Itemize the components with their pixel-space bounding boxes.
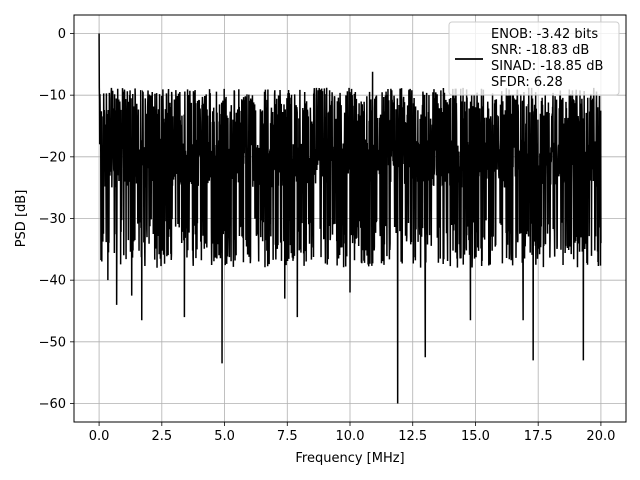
x-axis-ticks: 0.0 2.5 5.0 7.5 10.0 12.5 15.0 17.5 20.0 <box>89 422 615 444</box>
y-tick-label: −60 <box>39 397 66 412</box>
y-tick-label: −10 <box>39 89 66 104</box>
y-tick-label: −30 <box>39 212 66 227</box>
y-tick-label: −50 <box>39 335 66 350</box>
x-tick-label: 7.5 <box>277 429 298 444</box>
x-tick-label: 17.5 <box>524 429 553 444</box>
x-tick-label: 0.0 <box>89 429 110 444</box>
legend-snr: SNR: -18.83 dB <box>491 43 589 58</box>
legend: ENOB: -3.42 bits SNR: -18.83 dB SINAD: -… <box>448 21 620 96</box>
x-axis-label: Frequency [MHz] <box>295 451 404 466</box>
x-tick-label: 10.0 <box>336 429 365 444</box>
y-axis-ticks: 0 −10 −20 −30 −40 −50 −60 <box>39 27 74 412</box>
x-tick-label: 12.5 <box>398 429 427 444</box>
x-tick-label: 15.0 <box>461 429 490 444</box>
y-axis-label: PSD [dB] <box>14 190 29 248</box>
legend-sinad: SINAD: -18.85 dB <box>491 59 603 74</box>
y-tick-label: −40 <box>39 274 66 289</box>
legend-box <box>448 21 620 96</box>
legend-sfdr: SFDR: 6.28 <box>491 75 563 90</box>
legend-enob: ENOB: -3.42 bits <box>491 27 598 42</box>
x-tick-label: 5.0 <box>214 429 235 444</box>
x-tick-label: 20.0 <box>586 429 615 444</box>
y-tick-label: −20 <box>39 150 66 165</box>
y-tick-label: 0 <box>58 27 66 42</box>
x-tick-label: 2.5 <box>151 429 172 444</box>
